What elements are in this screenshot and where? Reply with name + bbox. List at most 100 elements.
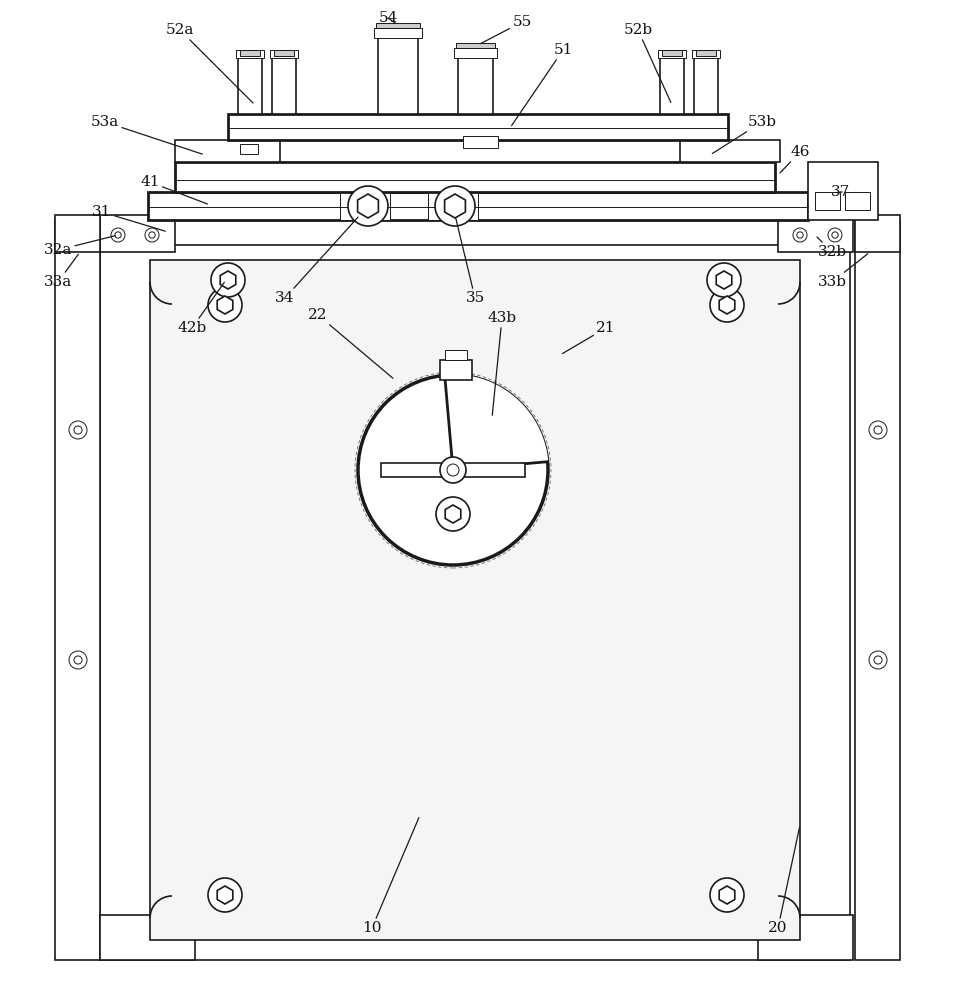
Circle shape — [707, 263, 741, 297]
Bar — [240, 50, 260, 56]
Circle shape — [69, 421, 87, 439]
Bar — [376, 23, 420, 28]
Polygon shape — [357, 194, 378, 218]
Bar — [428, 192, 478, 220]
Polygon shape — [221, 271, 236, 289]
Bar — [696, 50, 716, 56]
Circle shape — [74, 656, 82, 664]
Circle shape — [145, 228, 159, 242]
Bar — [808, 162, 878, 220]
Circle shape — [832, 232, 838, 238]
Bar — [778, 215, 853, 252]
Text: 20: 20 — [768, 828, 799, 935]
Bar — [463, 136, 498, 148]
Text: 53b: 53b — [712, 115, 776, 154]
Bar — [378, 36, 418, 114]
Circle shape — [447, 464, 459, 476]
Bar — [815, 192, 840, 210]
Bar — [381, 463, 525, 477]
Bar — [680, 140, 780, 162]
Bar — [175, 162, 775, 192]
Circle shape — [208, 288, 242, 322]
Circle shape — [111, 228, 125, 242]
Circle shape — [869, 651, 887, 669]
Bar — [374, 28, 422, 38]
Bar — [458, 56, 493, 114]
Text: 31: 31 — [93, 205, 165, 231]
Circle shape — [358, 375, 548, 565]
Circle shape — [710, 878, 744, 912]
Bar — [439, 360, 472, 380]
Circle shape — [793, 228, 807, 242]
Circle shape — [69, 651, 87, 669]
Circle shape — [115, 232, 121, 238]
Circle shape — [149, 232, 155, 238]
Circle shape — [436, 497, 470, 531]
Bar — [55, 215, 100, 252]
Bar — [445, 350, 467, 360]
Text: 55: 55 — [480, 15, 532, 44]
Bar — [100, 220, 850, 245]
Bar — [175, 140, 280, 162]
Text: 41: 41 — [140, 175, 207, 204]
Bar — [238, 56, 262, 114]
Bar — [236, 50, 264, 58]
Circle shape — [874, 426, 882, 434]
Bar — [274, 50, 294, 56]
Bar — [150, 260, 800, 940]
Polygon shape — [445, 375, 547, 470]
Text: 46: 46 — [780, 145, 810, 173]
Bar — [692, 50, 720, 58]
Bar — [454, 48, 497, 58]
Circle shape — [348, 186, 388, 226]
Text: 32a: 32a — [44, 236, 116, 257]
Circle shape — [211, 263, 245, 297]
Bar — [340, 192, 390, 220]
Bar — [148, 192, 808, 220]
Polygon shape — [445, 505, 461, 523]
Polygon shape — [719, 886, 734, 904]
Text: 35: 35 — [456, 218, 484, 305]
Text: 33b: 33b — [817, 254, 868, 289]
Text: 32b: 32b — [817, 237, 846, 259]
Bar — [100, 215, 175, 252]
Polygon shape — [445, 194, 465, 218]
Bar — [240, 144, 258, 154]
Circle shape — [869, 421, 887, 439]
Text: 21: 21 — [562, 321, 616, 354]
Bar — [100, 915, 195, 960]
Text: 52a: 52a — [166, 23, 253, 103]
Bar — [660, 56, 684, 114]
Circle shape — [440, 457, 466, 483]
Circle shape — [710, 288, 744, 322]
Text: 10: 10 — [362, 818, 419, 935]
Bar — [845, 192, 870, 210]
Bar — [855, 220, 900, 960]
Circle shape — [208, 878, 242, 912]
Polygon shape — [716, 271, 732, 289]
Bar — [55, 220, 100, 960]
Bar — [694, 56, 718, 114]
Polygon shape — [719, 296, 734, 314]
Text: 53a: 53a — [91, 115, 202, 154]
Bar — [270, 50, 298, 58]
Bar — [658, 50, 686, 58]
Text: 37: 37 — [831, 185, 850, 199]
Bar — [228, 114, 728, 140]
Text: 52b: 52b — [624, 23, 670, 102]
Bar — [100, 230, 850, 960]
Bar — [758, 915, 853, 960]
Bar — [662, 50, 682, 56]
Text: 33a: 33a — [44, 254, 78, 289]
Text: 22: 22 — [308, 308, 393, 378]
Circle shape — [796, 232, 803, 238]
Circle shape — [874, 656, 882, 664]
Circle shape — [435, 186, 475, 226]
Text: 42b: 42b — [178, 282, 224, 335]
Text: 51: 51 — [512, 43, 573, 126]
Polygon shape — [217, 886, 233, 904]
Polygon shape — [217, 296, 233, 314]
Bar — [855, 215, 900, 252]
Text: 43b: 43b — [487, 311, 517, 415]
Text: 54: 54 — [378, 11, 397, 25]
